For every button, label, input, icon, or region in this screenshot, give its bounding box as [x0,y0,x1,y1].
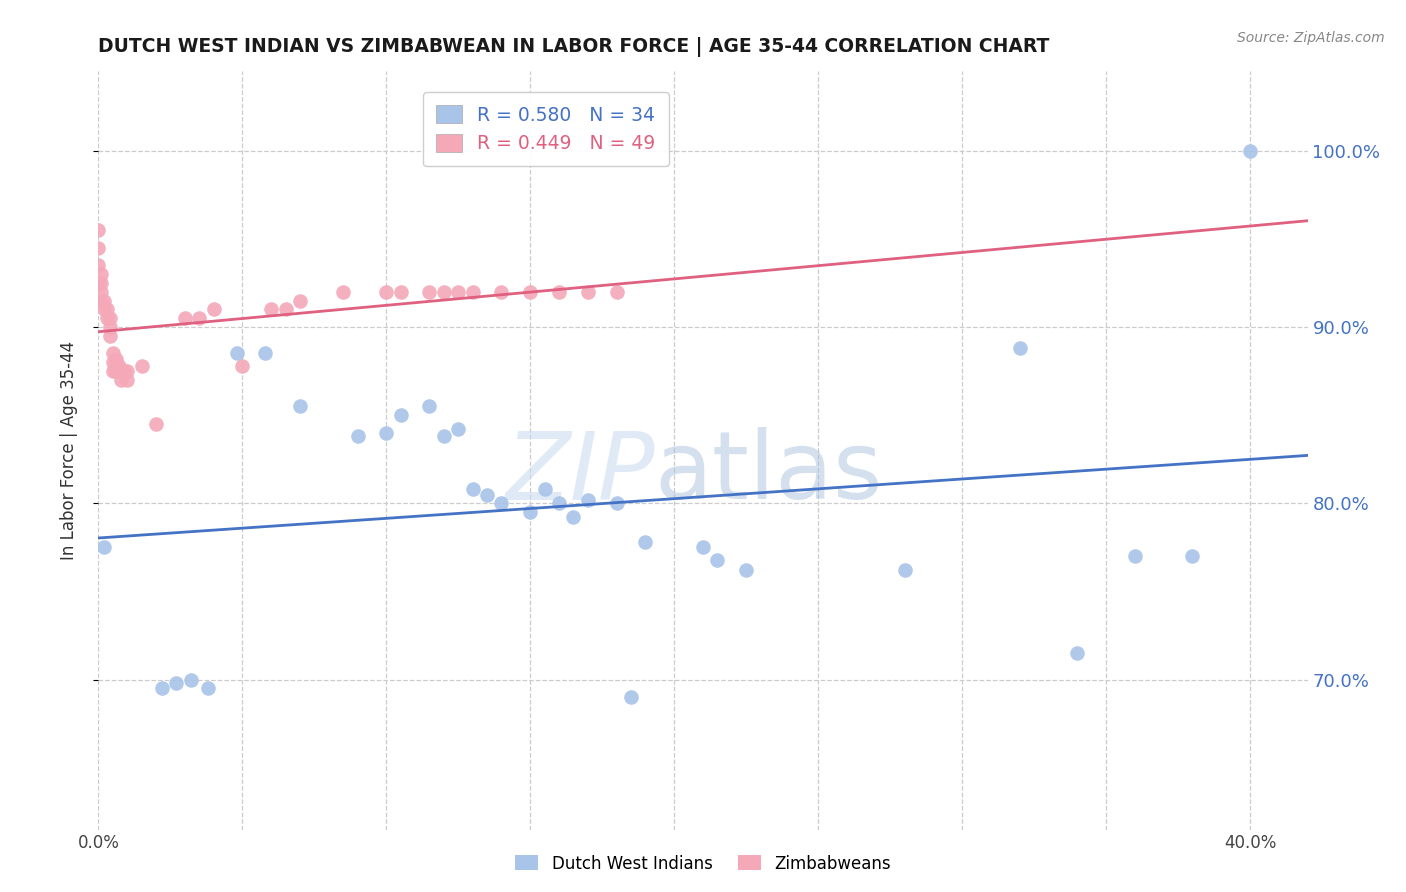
Point [254,346,277,360]
Point [87,223,110,237]
Point [375,285,398,299]
Point [112,364,135,378]
Point [1239,144,1261,158]
Point [620,690,643,705]
Point [202,302,225,317]
Point [87,258,110,272]
Point [110,364,132,378]
Legend: R = 0.580   N = 34, R = 0.449   N = 49: R = 0.580 N = 34, R = 0.449 N = 49 [423,92,669,167]
Point [93,293,115,308]
Point [90,285,112,299]
Point [98,329,121,343]
Point [260,302,283,317]
Point [893,563,915,577]
Text: Source: ZipAtlas.com: Source: ZipAtlas.com [1237,31,1385,45]
Point [375,425,398,440]
Point [107,364,129,378]
Point [634,535,657,549]
Point [98,320,121,334]
Point [519,505,541,519]
Point [115,364,138,378]
Point [197,681,219,696]
Text: atlas: atlas [655,427,883,519]
Point [1123,549,1146,564]
Point [110,373,132,387]
Point [101,346,124,360]
Point [288,400,311,414]
Point [104,355,127,369]
Point [101,364,124,378]
Point [104,351,127,366]
Point [96,302,118,317]
Point [606,285,628,299]
Point [93,541,115,555]
Point [576,492,599,507]
Point [491,285,513,299]
Point [288,293,311,308]
Point [433,429,456,443]
Point [231,359,253,373]
Point [1066,646,1088,660]
Point [418,285,440,299]
Point [475,487,498,501]
Point [418,400,440,414]
Point [188,311,211,326]
Point [107,359,129,373]
Point [461,482,484,496]
Point [90,267,112,281]
Legend: Dutch West Indians, Zimbabweans: Dutch West Indians, Zimbabweans [509,848,897,880]
Point [706,553,728,567]
Point [606,496,628,510]
Text: ZIP: ZIP [505,427,655,519]
Point [447,422,470,436]
Point [461,285,484,299]
Point [150,681,173,696]
Point [90,293,112,308]
Point [692,541,714,555]
Point [1181,549,1204,564]
Text: DUTCH WEST INDIAN VS ZIMBABWEAN IN LABOR FORCE | AGE 35-44 CORRELATION CHART: DUTCH WEST INDIAN VS ZIMBABWEAN IN LABOR… [98,37,1050,57]
Point [548,285,571,299]
Y-axis label: In Labor Force | Age 35-44: In Labor Force | Age 35-44 [59,341,77,560]
Point [173,311,195,326]
Point [389,408,412,422]
Point [93,302,115,317]
Point [90,276,112,290]
Point [98,311,121,326]
Point [576,285,599,299]
Point [433,285,456,299]
Point [274,302,297,317]
Point [87,276,110,290]
Point [548,496,571,510]
Point [533,482,555,496]
Point [225,346,247,360]
Point [346,429,368,443]
Point [145,417,167,431]
Point [491,496,513,510]
Point [104,364,127,378]
Point [165,676,187,690]
Point [180,673,202,687]
Point [96,311,118,326]
Point [332,285,354,299]
Point [562,510,585,524]
Point [101,355,124,369]
Point [735,563,758,577]
Point [389,285,412,299]
Point [87,241,110,255]
Point [131,359,153,373]
Point [1008,341,1031,355]
Point [519,285,541,299]
Point [115,373,138,387]
Point [447,285,470,299]
